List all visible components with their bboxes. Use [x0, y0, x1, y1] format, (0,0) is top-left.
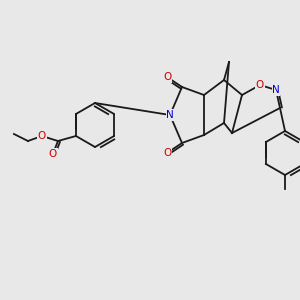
Text: O: O: [38, 131, 46, 141]
Text: O: O: [49, 149, 57, 159]
Text: N: N: [272, 85, 280, 95]
Text: N: N: [166, 110, 174, 120]
Text: O: O: [256, 80, 264, 90]
Text: O: O: [163, 148, 171, 158]
Text: O: O: [163, 72, 171, 82]
